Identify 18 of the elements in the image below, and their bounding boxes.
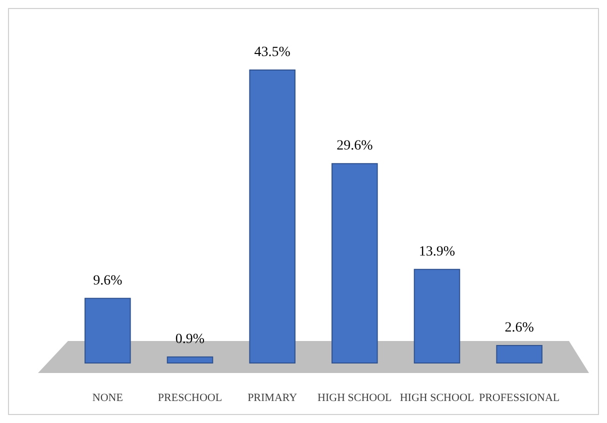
bar xyxy=(84,298,131,364)
bar xyxy=(332,163,378,364)
data-label: 0.9% xyxy=(175,332,205,347)
bar xyxy=(249,70,296,364)
bar xyxy=(496,344,542,364)
data-label: 43.5% xyxy=(254,45,291,60)
x-tick-label: NONE xyxy=(92,392,124,404)
bar xyxy=(166,356,214,364)
x-tick-label: PRESCHOOL xyxy=(158,392,222,404)
data-label: 2.6% xyxy=(504,320,534,336)
x-tick-label: PROFESSIONAL xyxy=(478,392,560,404)
x-tick-label: HIGH SCHOOL xyxy=(400,392,474,404)
x-tick-label: PRIMARY xyxy=(248,392,298,404)
data-label: 29.6% xyxy=(336,138,374,154)
x-tick-label: HIGH SCHOOL xyxy=(318,392,392,404)
data-label: 13.9% xyxy=(418,244,456,260)
bar xyxy=(414,268,460,364)
data-label: 9.6% xyxy=(93,273,123,288)
